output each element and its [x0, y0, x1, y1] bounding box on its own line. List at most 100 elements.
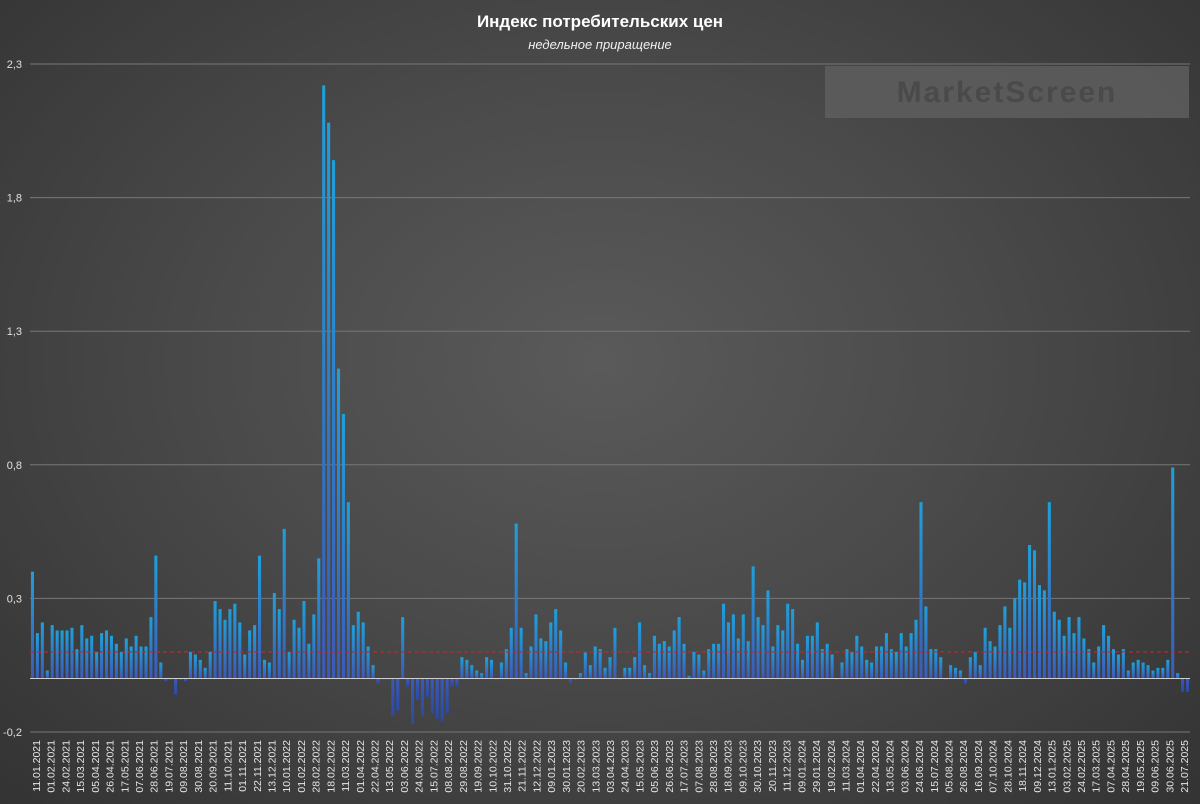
bar	[65, 630, 69, 679]
bar	[258, 555, 262, 679]
bar	[1116, 654, 1120, 679]
bar	[958, 670, 962, 679]
bar	[1131, 662, 1135, 679]
x-tick-label: 19.09.2022	[473, 740, 485, 793]
x-tick-label: 11.10.2021	[222, 740, 234, 792]
x-tick-label: 05.04.2021	[90, 740, 102, 793]
bar	[583, 651, 587, 679]
bar	[549, 622, 553, 679]
bar	[697, 654, 701, 679]
bar	[559, 630, 563, 679]
x-tick-label: 28.08.2023	[708, 740, 720, 793]
bar	[183, 678, 188, 682]
bar	[820, 649, 824, 679]
bar	[791, 609, 795, 679]
bar	[786, 603, 790, 679]
x-tick-label: 30.06.2025	[1164, 740, 1176, 793]
bar	[578, 673, 582, 679]
y-tick-label: 0,3	[7, 593, 22, 605]
y-tick-label: 1,3	[7, 326, 22, 338]
bar	[139, 646, 143, 679]
bar	[954, 667, 958, 679]
bar	[761, 625, 765, 679]
y-tick-label: 2,3	[7, 59, 22, 71]
x-tick-label: 13.01.2025	[1047, 740, 1059, 793]
x-tick-label: 11.03.2022	[340, 740, 352, 792]
bar	[455, 678, 459, 687]
bar	[884, 633, 888, 679]
bar	[662, 641, 666, 679]
x-tick-label: 09.01.2024	[796, 740, 808, 793]
bar	[677, 617, 681, 679]
bar	[756, 617, 760, 679]
bar	[1077, 617, 1081, 679]
bar	[159, 662, 163, 679]
bar	[1052, 611, 1056, 679]
bar	[336, 368, 341, 679]
bar	[361, 622, 365, 679]
x-tick-label: 16.09.2024	[973, 740, 985, 793]
bar	[924, 606, 928, 679]
bar	[963, 678, 967, 684]
bar	[504, 649, 508, 679]
x-tick-label: 11.03.2024	[841, 740, 853, 792]
bar	[376, 678, 380, 684]
bar	[746, 641, 750, 679]
bar	[322, 85, 326, 679]
x-tick-label: 09.10.2023	[738, 740, 750, 793]
x-tick-label: 03.04.2023	[605, 740, 617, 793]
bar	[914, 619, 918, 679]
bar	[1171, 467, 1175, 679]
bar	[638, 622, 642, 679]
bar	[1181, 678, 1185, 692]
bar	[564, 662, 568, 679]
bar	[904, 646, 908, 679]
x-tick-label: 24.04.2023	[620, 740, 632, 793]
x-tick-label: 30.01.2023	[561, 740, 573, 793]
x-tick-label: 05.08.2024	[944, 740, 956, 793]
bar	[366, 646, 370, 679]
x-tick-label: 13.05.2024	[885, 740, 897, 793]
bar	[149, 617, 153, 679]
bar	[879, 646, 884, 679]
x-tick-label: 24.02.2025	[1076, 740, 1088, 793]
bar	[1166, 659, 1170, 679]
bar	[514, 523, 518, 679]
x-tick-label: 28.02.2022	[311, 740, 323, 793]
bar	[30, 571, 34, 679]
bar	[262, 659, 266, 679]
bar	[657, 643, 661, 679]
bar	[1186, 678, 1190, 692]
bar	[100, 633, 104, 679]
bar	[647, 673, 652, 679]
bar	[978, 665, 982, 679]
bar	[598, 649, 602, 679]
bar	[406, 678, 410, 687]
x-tick-label: 24.06.2024	[914, 740, 926, 793]
bar	[174, 678, 178, 695]
bar	[267, 662, 271, 679]
x-tick-label: 09.12.2024	[1032, 740, 1044, 793]
bar	[800, 659, 805, 679]
bar	[993, 646, 997, 679]
bar	[248, 630, 252, 679]
bar	[840, 662, 844, 679]
x-tick-label: 31.10.2022	[502, 740, 514, 793]
bar	[411, 678, 415, 724]
bar	[35, 633, 39, 679]
bar	[307, 643, 311, 679]
bar	[203, 667, 207, 679]
bar	[238, 622, 242, 679]
bar	[371, 665, 375, 679]
bar	[628, 667, 632, 679]
x-tick-label: 28.06.2021	[149, 740, 161, 793]
bar	[687, 675, 691, 679]
bar	[781, 630, 785, 679]
x-tick-label: 10.01.2022	[281, 740, 293, 793]
x-tick-label: 09.01.2023	[546, 740, 558, 793]
bar	[435, 678, 439, 719]
bar	[396, 678, 400, 711]
bar	[1176, 673, 1180, 679]
bar	[154, 555, 158, 679]
bar	[470, 665, 474, 679]
